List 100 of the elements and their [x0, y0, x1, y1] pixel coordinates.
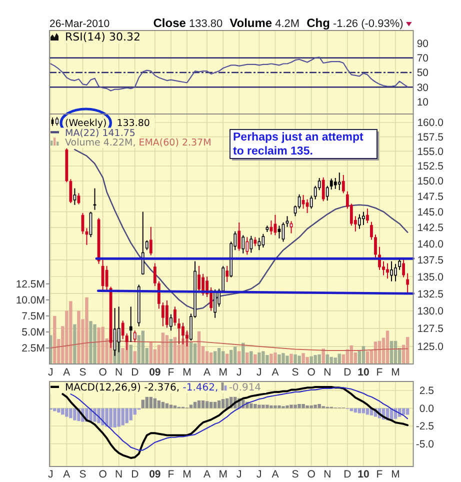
bar: [173, 405, 177, 408]
x-tick-label: O: [307, 366, 316, 378]
x-tick-label: M: [218, 366, 228, 378]
y-tick-label: 150.0: [417, 176, 444, 188]
x-tick-label: J: [48, 366, 54, 378]
line-series: [50, 340, 408, 352]
y2-tick-label: 12.5M: [16, 278, 45, 291]
bar: [270, 405, 273, 408]
candlestick: [141, 211, 144, 276]
x-tick-label: A: [63, 468, 70, 480]
x-tick-label: A: [63, 366, 70, 378]
bar: [302, 404, 305, 408]
x-tick-label: F: [168, 366, 174, 378]
x-tick-label: N: [324, 468, 332, 480]
y-tick-label: 140.0: [417, 238, 444, 250]
candlestick: [214, 288, 217, 318]
candlestick: [362, 211, 365, 226]
candlestick: [262, 233, 265, 248]
x-tick-label: O: [98, 366, 107, 378]
x-tick-label: J: [256, 468, 262, 480]
candlestick: [358, 214, 361, 230]
candlestick: [166, 300, 168, 328]
x-tick-label: J: [236, 366, 242, 378]
candlestick: [246, 236, 249, 256]
x-tick-label: J: [48, 468, 54, 480]
x-tick-label: A: [204, 366, 211, 378]
bar: [109, 408, 112, 428]
x-tick-label: J: [236, 468, 242, 480]
bar: [61, 408, 64, 415]
x-tick-label: D: [131, 366, 140, 378]
candlestick: [121, 320, 124, 340]
y-tick-label: 152.5: [417, 160, 444, 173]
candlestick: [250, 235, 253, 254]
bar: [105, 408, 108, 427]
y2-tick-label: 7.5M: [22, 310, 45, 323]
bar: [266, 404, 269, 408]
bar: [65, 408, 68, 417]
candlestick: [322, 176, 325, 202]
y-tick-label: 137.5: [417, 254, 444, 267]
bar: [125, 408, 128, 424]
y-tick-label: 142.5: [417, 222, 444, 234]
text: -1.462,: [182, 382, 218, 394]
bar: [153, 398, 157, 408]
candlestick: [174, 306, 176, 326]
candlestick: [386, 262, 389, 280]
x-tick-label: D: [344, 366, 352, 378]
bar: [69, 408, 72, 418]
candlestick: [145, 240, 148, 251]
x-tick-label: F: [376, 468, 383, 480]
bar: [278, 405, 281, 408]
x-tick-label: 10: [358, 468, 370, 480]
candlestick: [402, 258, 406, 278]
candlestick: [334, 177, 337, 190]
bar: [73, 408, 76, 420]
candlestick: [366, 208, 369, 224]
candlestick: [170, 314, 172, 332]
candlestick: [338, 172, 341, 191]
y-tick-label: 132.5: [417, 288, 444, 300]
bar: [193, 402, 197, 408]
y-tick-label: 90: [416, 38, 429, 50]
legend-label: MA(22) 141.75: [65, 128, 136, 139]
candlestick: [326, 185, 329, 202]
x-tick-label: A: [272, 366, 279, 378]
bar: [161, 402, 165, 408]
x-tick-label: J: [256, 366, 262, 378]
legend-label: Volume 4.22M,: [65, 138, 136, 149]
x-tick-label: F: [168, 468, 174, 480]
bar: [97, 408, 100, 424]
candlestick: [157, 280, 160, 310]
text: RSI(14) 30.32: [65, 30, 140, 44]
bar: [221, 399, 225, 408]
bar: [121, 408, 124, 426]
bar: [250, 403, 253, 408]
candlestick: [238, 222, 241, 252]
bar: [298, 404, 301, 408]
x-tick-label: S: [292, 366, 299, 378]
y-tick-label: 127.5: [417, 323, 444, 336]
candlestick: [342, 174, 345, 194]
candlestick: [406, 272, 410, 294]
candlestick: [73, 188, 76, 206]
candlestick: [129, 306, 132, 343]
bar: [145, 396, 148, 408]
legend-label: (Weekly) 133.80: [65, 118, 150, 129]
x-tick-label: A: [204, 468, 211, 480]
text: EMA(60) 2.37M: [138, 138, 212, 149]
bar: [310, 405, 313, 408]
y-tick-label: -5.0: [416, 438, 434, 450]
bar: [165, 403, 169, 408]
y2-tick-label: 2.5M: [22, 342, 45, 355]
candlestick: [306, 198, 309, 214]
bar: [294, 404, 297, 408]
x-tick-label: S: [79, 468, 86, 480]
x-tick-label: N: [115, 366, 123, 378]
y-tick-label: 2.5: [419, 385, 434, 398]
chart-title: 26-Mar-2010: [50, 18, 110, 30]
bar: [306, 405, 309, 408]
bar: [129, 408, 132, 420]
x-tick-label: 10: [358, 366, 370, 378]
bar: [318, 404, 321, 408]
y-tick-label: -2.5: [416, 420, 434, 433]
